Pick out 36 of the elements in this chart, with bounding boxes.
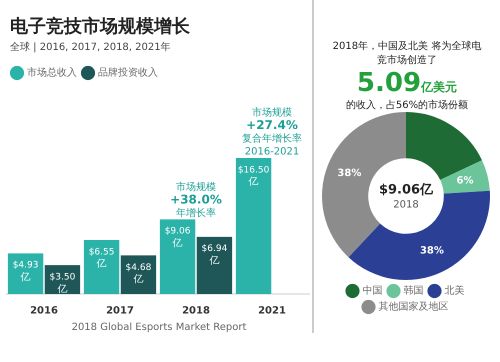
chart-title: 电子竞技市场规模增长: [10, 15, 191, 38]
bar: [120, 255, 156, 294]
bar: [196, 236, 232, 294]
data-label: 6%: [456, 175, 474, 186]
text: 的收入，占56%的市场份额: [344, 98, 470, 112]
legend-label: 中国: [362, 284, 382, 297]
legend-label: 北美: [444, 284, 464, 297]
legend-label: 市场总收入: [27, 66, 77, 79]
text: 2018 Global Esports Market Report: [70, 322, 248, 333]
data-label: 38%: [337, 168, 362, 180]
data-label: $3.50 亿: [50, 272, 76, 295]
data-label: $6.55 亿: [88, 247, 114, 270]
data-label: $9.06 亿: [164, 226, 191, 249]
data-label: $4.68 亿: [126, 262, 152, 286]
chart-title: 2018年，中国及北美 将为全球电竞市场创造了: [332, 40, 482, 68]
bar: [160, 219, 196, 294]
chart-subtitle: 全球 | 2016, 2017, 2018, 2021年: [10, 40, 172, 54]
data-label: $4.93 亿: [12, 260, 38, 283]
bar: [236, 158, 272, 294]
x-tick-label: 2017: [106, 306, 134, 317]
bar: [84, 240, 120, 294]
legend-label: 品牌投资收入: [98, 66, 158, 79]
data-label: $6.94 亿: [202, 244, 228, 266]
x-tick-label: 2018: [182, 306, 210, 317]
x-tick-label: 2021: [258, 306, 286, 317]
data-label: 38%: [420, 246, 444, 257]
legend-label: 韩国: [404, 284, 424, 297]
bar: [8, 253, 44, 294]
legend-label: 其他国家及地区: [378, 300, 448, 313]
text: $9.06亿: [378, 182, 434, 198]
text: 2018: [393, 200, 419, 211]
x-tick-label: 2016: [30, 306, 58, 317]
annotation: 市场规模 +27.4% 复合年增长率 2016-2021: [242, 106, 302, 158]
annotation: 市场规模 +38.0% 年增长率: [170, 180, 222, 219]
data-label: $16.50 亿: [238, 165, 270, 188]
text: 5.09亿美元: [356, 68, 458, 98]
